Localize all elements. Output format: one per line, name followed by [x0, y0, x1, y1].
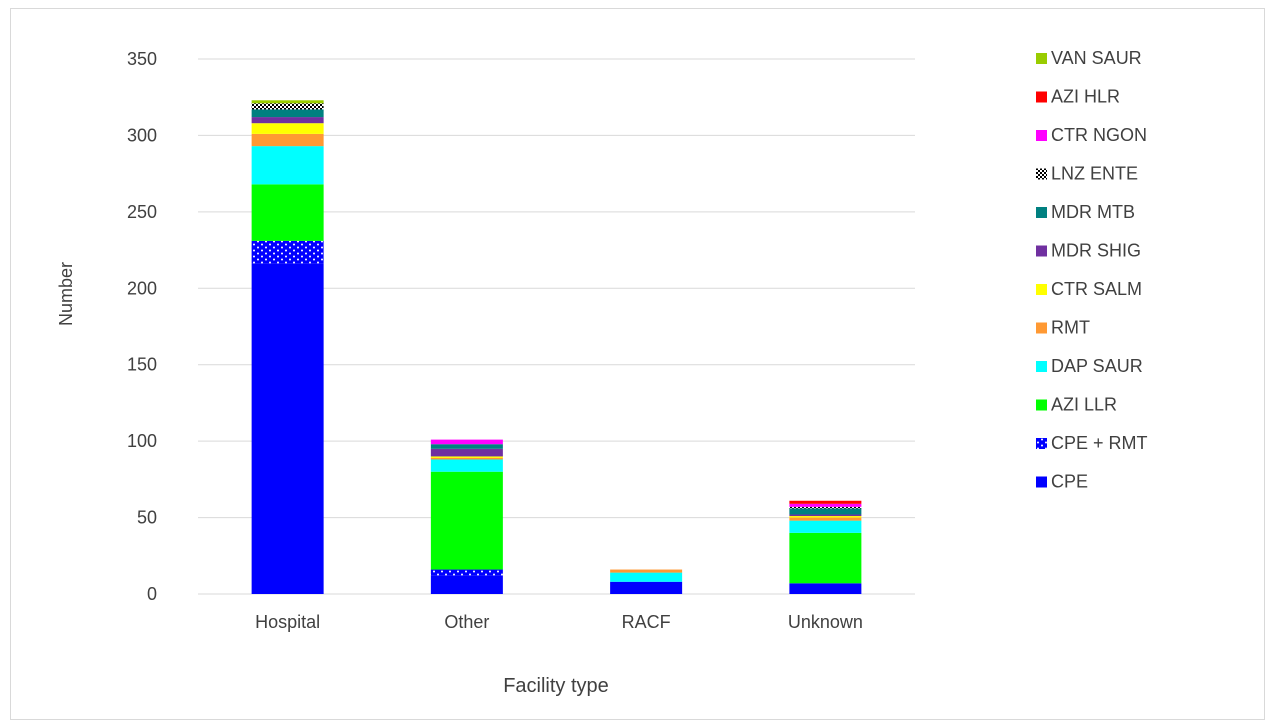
y-tick-label: 100: [127, 431, 157, 451]
bar-segment: [789, 508, 862, 515]
bar-segment: [251, 184, 324, 241]
legend-swatch: [1036, 322, 1047, 334]
legend-label: CPE: [1051, 472, 1088, 492]
bar-segment: [430, 448, 503, 457]
legend-swatch: [1036, 207, 1047, 218]
bar-segment: [430, 456, 503, 458]
legend-label: MDR MTB: [1051, 202, 1135, 222]
y-tick-label: 250: [127, 202, 157, 222]
x-tick-labels: Hospital Other RACF Unknown: [255, 612, 863, 632]
bar-segment: [251, 109, 324, 118]
y-tick-label: 200: [127, 278, 157, 298]
y-tick-label: 350: [127, 49, 157, 69]
legend-label: DAP SAUR: [1051, 356, 1143, 376]
legend-swatch: [1036, 53, 1047, 64]
legend-swatch: [1036, 91, 1047, 103]
bar-segment: [251, 146, 324, 185]
legend-label: CTR SALM: [1051, 279, 1142, 299]
bar-segment: [789, 503, 862, 507]
bar-segment: [610, 581, 683, 594]
bar-segment: [789, 500, 862, 504]
y-tick-label: 300: [127, 125, 157, 145]
x-axis-title: Facility type: [503, 675, 609, 697]
x-tick-label: Hospital: [255, 612, 320, 632]
bar-segment: [251, 263, 324, 594]
x-tick-label: Unknown: [788, 612, 863, 632]
legend-swatch: [1036, 438, 1047, 449]
legend-label: CTR NGON: [1051, 125, 1147, 145]
y-tick-labels: 0 50 100 150 200 250 300 350: [127, 49, 157, 604]
legend-swatch: [1036, 476, 1047, 488]
legend-swatch: [1036, 168, 1047, 180]
legend-label: MDR SHIG: [1051, 241, 1141, 261]
bar-segment: [251, 240, 324, 264]
bar-segments: [251, 100, 862, 594]
bar-segment: [789, 517, 862, 521]
legend-swatch: [1036, 130, 1047, 141]
legend-swatch: [1036, 284, 1047, 295]
bar-segment: [251, 117, 324, 124]
bar-segment: [430, 444, 503, 449]
bar-segment: [251, 123, 324, 134]
legend-label: CPE + RMT: [1051, 433, 1148, 453]
bar-segment: [430, 439, 503, 445]
y-axis-title: Number: [56, 262, 76, 326]
legend-swatch: [1036, 399, 1047, 411]
bar-segment: [610, 572, 683, 582]
legend: VAN SAUR AZI HLR CTR NGON LNZ ENTE MDR MTB MD…: [1036, 48, 1148, 492]
bar-segment: [789, 516, 862, 518]
legend-label: RMT: [1051, 318, 1090, 338]
bar-segment: [430, 575, 503, 594]
x-tick-label: RACF: [622, 612, 671, 632]
bar-segment: [430, 471, 503, 570]
bar-segment: [430, 457, 503, 460]
bar-segment: [789, 514, 862, 517]
bar-segment: [430, 569, 503, 576]
y-tick-label: 0: [147, 584, 157, 604]
y-tick-label: 50: [137, 508, 157, 528]
bar-segment: [610, 569, 683, 573]
bar-segment: [251, 100, 324, 104]
bar-segment: [789, 583, 862, 594]
legend-label: AZI HLR: [1051, 87, 1120, 107]
bar-segment: [251, 103, 324, 110]
bar-segment: [789, 506, 862, 509]
legend-swatch: [1036, 245, 1047, 257]
y-tick-label: 150: [127, 355, 157, 375]
bar-segment: [789, 520, 862, 533]
bar-segment: [251, 133, 324, 147]
bar-segment: [789, 532, 862, 584]
legend-label: AZI LLR: [1051, 395, 1117, 415]
bar-segment: [430, 459, 503, 472]
chart-frame: [10, 8, 1265, 720]
legend-label: VAN SAUR: [1051, 48, 1142, 68]
legend-swatch: [1036, 361, 1047, 372]
x-tick-label: Other: [444, 612, 489, 632]
legend-label: LNZ ENTE: [1051, 164, 1138, 184]
